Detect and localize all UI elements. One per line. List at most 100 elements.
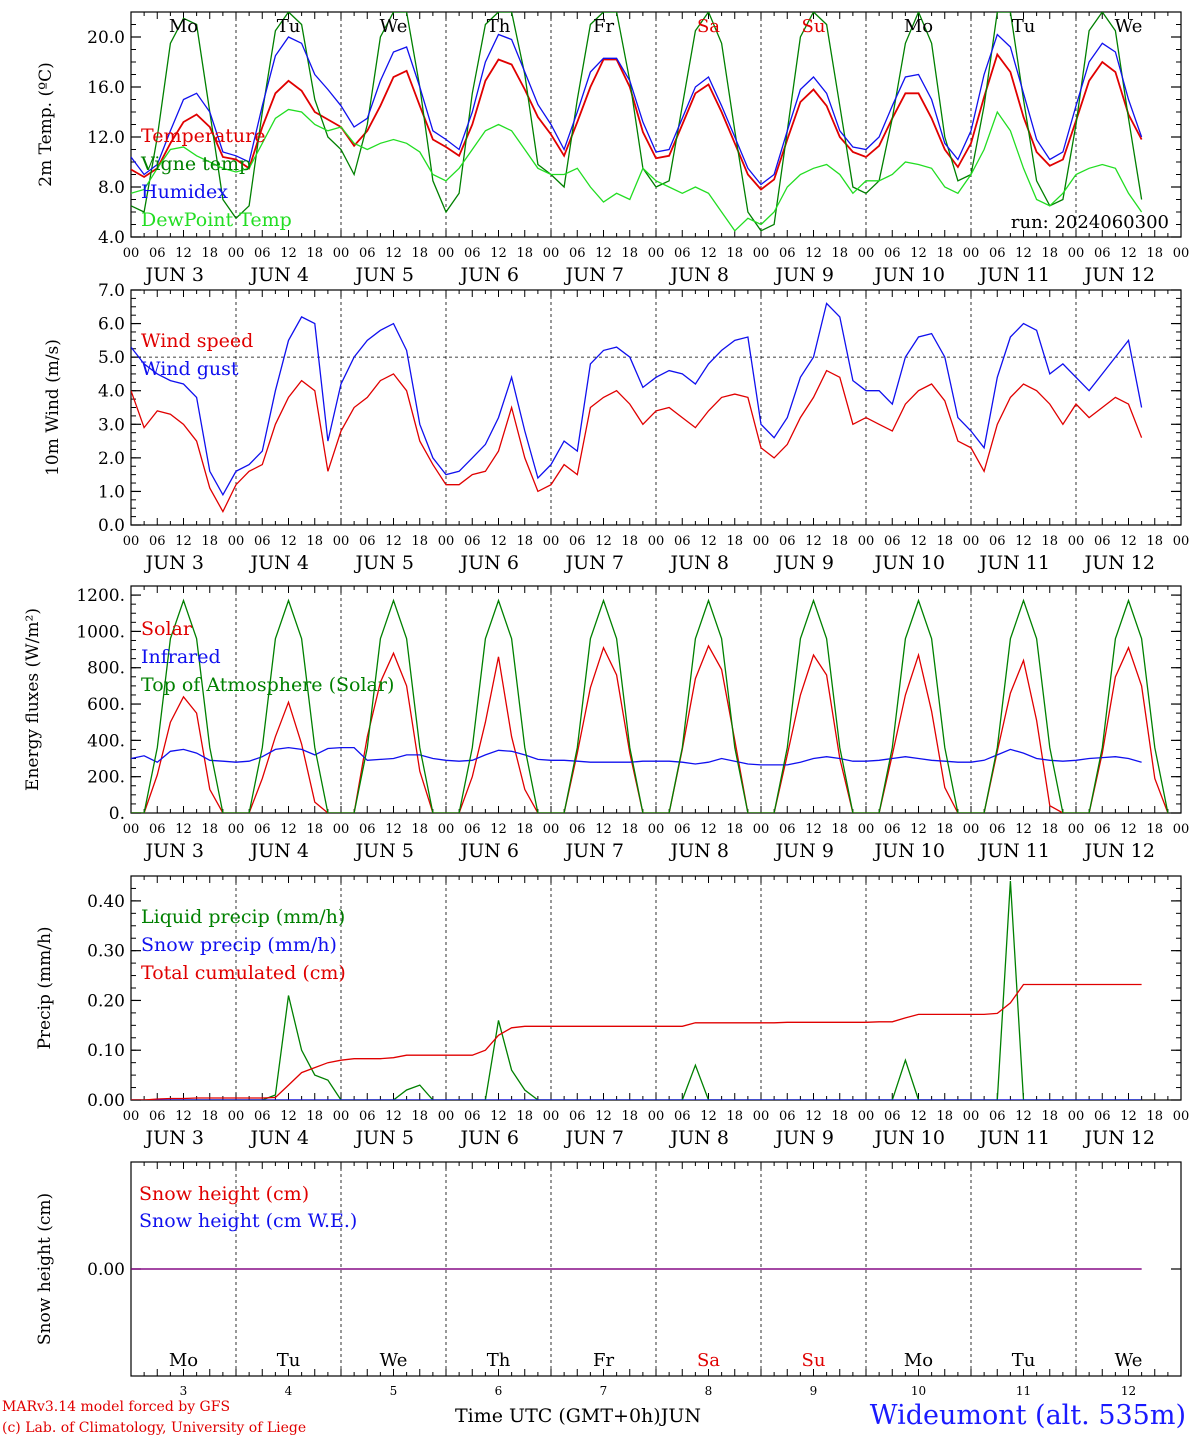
y-tick-label: 0.40 (87, 892, 125, 912)
hour-label: 12 (595, 246, 612, 261)
day-name: Tu (277, 16, 301, 37)
date-label: JUN 9 (774, 840, 834, 862)
hour-label: 00 (648, 1109, 665, 1124)
hour-label: 06 (569, 534, 586, 549)
hour-label: 06 (569, 822, 586, 837)
legend-entry: Wind speed (141, 330, 253, 352)
series-line (131, 52, 1143, 191)
hour-label: 06 (674, 1109, 691, 1124)
hour-label: 18 (726, 534, 743, 549)
hour-label: 12 (175, 534, 192, 549)
date-label: JUN 3 (144, 552, 204, 574)
hour-label: 18 (516, 246, 533, 261)
hour-label: 00 (648, 822, 665, 837)
hour-label: 06 (464, 822, 481, 837)
y-tick-label: 4.0 (98, 228, 125, 248)
hour-label: 12 (280, 822, 297, 837)
hour-label: 00 (333, 1109, 350, 1124)
series-line (131, 108, 1143, 232)
day-name: Mo (904, 1350, 933, 1371)
hour-label: 00 (1068, 246, 1085, 261)
hour-label: 12 (385, 1109, 402, 1124)
hour-label: 06 (779, 246, 796, 261)
hour-label: 00 (438, 534, 455, 549)
hour-label: 12 (595, 534, 612, 549)
y-axis-label: 10m Wind (m/s) (43, 339, 63, 476)
hour-label: 18 (831, 1109, 848, 1124)
y-axis-label: Snow height (cm) (35, 1193, 55, 1345)
hour-label: 12 (1015, 822, 1032, 837)
date-label: JUN 6 (459, 840, 519, 862)
hour-label: 00 (753, 1109, 770, 1124)
hour-label: 00 (1068, 1109, 1085, 1124)
hour-label: 12 (910, 1109, 927, 1124)
legend-entry: Infrared (141, 646, 221, 668)
hour-label: 18 (726, 246, 743, 261)
hour-label: 00 (858, 534, 875, 549)
hour-label: 18 (1146, 1109, 1163, 1124)
hour-label: 12 (280, 246, 297, 261)
hour-label: 12 (700, 534, 717, 549)
day-name: Fr (593, 1350, 614, 1371)
hour-label: 00 (1173, 534, 1190, 549)
date-label: JUN 6 (459, 1127, 519, 1149)
hour-label: 18 (1146, 534, 1163, 549)
day-name: We (380, 16, 408, 37)
hour-label: 00 (1173, 246, 1190, 261)
day-name: Tu (1012, 16, 1036, 37)
legend-entry: Vigne temp (140, 153, 251, 175)
date-label: JUN 5 (354, 264, 414, 286)
legend-entry: Total cumulated (cm) (141, 962, 346, 984)
hour-label: 18 (411, 1109, 428, 1124)
day-name: Su (802, 16, 826, 37)
date-label: JUN 7 (564, 1127, 624, 1149)
hour-label: 00 (543, 534, 560, 549)
hour-label: 06 (1094, 822, 1111, 837)
hour-label: 06 (569, 1109, 586, 1124)
date-label: JUN 12 (1083, 840, 1155, 862)
hour-label: 00 (438, 1109, 455, 1124)
day-number: 12 (1121, 1384, 1136, 1398)
date-label: JUN 3 (144, 840, 204, 862)
hour-label: 18 (516, 1109, 533, 1124)
y-tick-label: 400. (87, 731, 125, 751)
hour-label: 06 (464, 534, 481, 549)
day-name: Tu (277, 1350, 301, 1371)
credit-line-2: (c) Lab. of Climatology, University of L… (2, 1420, 307, 1436)
date-label: JUN 11 (978, 1127, 1050, 1149)
hour-label: 06 (359, 534, 376, 549)
date-label: JUN 3 (144, 1127, 204, 1149)
hour-label: 12 (1015, 534, 1032, 549)
hour-label: 06 (359, 822, 376, 837)
legend-entry: Snow precip (mm/h) (141, 934, 337, 956)
hour-label: 18 (726, 1109, 743, 1124)
hour-label: 18 (201, 534, 218, 549)
time-axis-title: Time UTC (GMT+0h) (455, 1405, 661, 1427)
series-line (131, 983, 1142, 1100)
hour-label: 12 (700, 246, 717, 261)
y-tick-label: 5.0 (98, 348, 125, 368)
hour-label: 12 (1120, 1109, 1137, 1124)
date-label: JUN 4 (249, 264, 309, 286)
hour-label: 00 (123, 534, 140, 549)
hour-label: 06 (149, 534, 166, 549)
panel-precip: 0.00 0.10 0.20 0.30 0.40 Precip (mm/h) Liquid … (35, 875, 1189, 1149)
day-number: 11 (1016, 1384, 1031, 1398)
hour-label: 00 (333, 534, 350, 549)
hour-label: 18 (726, 822, 743, 837)
hour-label: 12 (175, 1109, 192, 1124)
hour-label: 06 (674, 822, 691, 837)
hour-label: 06 (149, 246, 166, 261)
hour-label: 06 (359, 246, 376, 261)
hour-label: 18 (621, 246, 638, 261)
day-name: Su (802, 1350, 826, 1371)
y-axis-label: Energy fluxes (W/m²) (23, 608, 43, 791)
y-axis-label: 2m Temp. (ºC) (36, 62, 56, 187)
hour-label: 06 (884, 534, 901, 549)
hour-label: 00 (1068, 822, 1085, 837)
hour-label: 06 (464, 246, 481, 261)
hour-label: 18 (1041, 822, 1058, 837)
time-axis-month: JUN (660, 1405, 701, 1427)
hour-label: 06 (254, 534, 271, 549)
hour-label: 12 (280, 1109, 297, 1124)
